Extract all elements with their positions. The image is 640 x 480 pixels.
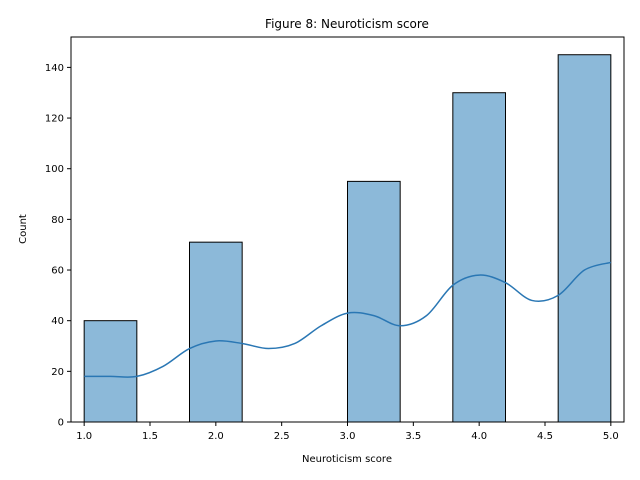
histogram-bars <box>83 54 612 423</box>
y-tick-label-4: 80 <box>51 215 64 226</box>
x-tick-label-1: 1.5 <box>142 431 158 442</box>
y-tick-label-7: 140 <box>45 63 64 74</box>
y-axis-ticks: 0 20 40 60 80 100 120 140 <box>45 63 71 429</box>
x-tick-label-7: 4.5 <box>537 431 553 442</box>
kde-curve-group <box>84 261 612 378</box>
x-tick-label-3: 2.5 <box>274 431 290 442</box>
y-tick-label-6: 120 <box>45 114 64 125</box>
y-tick-label-1: 20 <box>51 367 64 378</box>
y-tick-label-2: 40 <box>51 316 64 327</box>
x-axis-label: Neuroticism score <box>302 454 392 465</box>
y-tick-label-0: 0 <box>58 418 64 429</box>
histogram-bar-2 <box>189 241 243 423</box>
x-tick-label-6: 4.0 <box>471 431 487 442</box>
histogram-bar-0 <box>83 320 138 423</box>
x-tick-label-8: 5.0 <box>603 431 619 442</box>
y-tick-label-3: 60 <box>51 266 64 277</box>
x-tick-label-5: 3.5 <box>405 431 421 442</box>
chart-title: Figure 8: Neuroticism score <box>265 17 429 31</box>
x-tick-label-2: 2.0 <box>208 431 224 442</box>
histogram-bar-7 <box>452 92 507 423</box>
y-axis-label: Count <box>18 214 29 244</box>
histogram-bar-5 <box>347 180 401 423</box>
kde-line <box>84 261 612 378</box>
x-axis-ticks: 1.0 1.5 2.0 2.5 3.0 3.5 4.0 4.5 5.0 <box>76 422 619 442</box>
y-tick-label-5: 100 <box>45 164 64 175</box>
x-tick-label-4: 3.0 <box>340 431 356 442</box>
x-tick-label-0: 1.0 <box>76 431 92 442</box>
histogram-bar-9 <box>557 54 612 423</box>
